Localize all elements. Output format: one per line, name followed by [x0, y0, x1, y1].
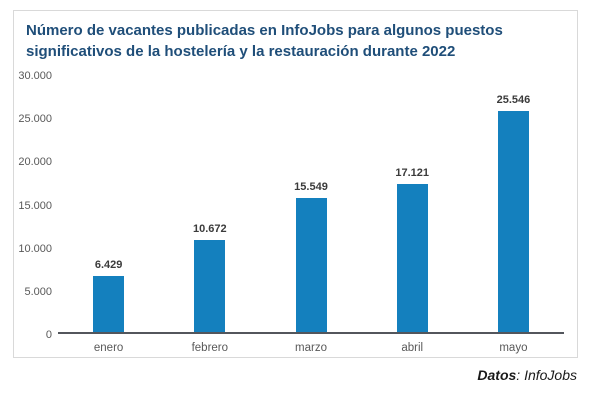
y-axis-tick-label: 30.000: [18, 70, 52, 82]
y-axis-tick-label: 5.000: [24, 285, 52, 298]
bar-value-label: 17.121: [395, 167, 430, 179]
bar-enero: [93, 276, 125, 332]
x-axis-category-label: febrero: [191, 342, 229, 354]
bar-group-mayo: 25.546: [463, 94, 564, 332]
bar-group-marzo: 15.549: [260, 181, 361, 332]
chart-title-line-2: significativos de la hostelería y la res…: [26, 43, 456, 60]
y-axis-tick-label: 10.000: [18, 242, 52, 255]
credit-source: : InfoJobs: [516, 367, 577, 383]
x-axis-category-label: enero: [93, 342, 124, 354]
y-axis-tick-label: 15.000: [18, 199, 52, 212]
bar-value-label: 10.672: [192, 223, 227, 235]
plot-area: 0 5.000 10.000 15.000 20.000 25.000 30.000 6.4…: [18, 70, 564, 341]
x-axis-category-label: marzo: [295, 342, 327, 354]
bar-value-label: 6.429: [94, 259, 123, 271]
bar-group-febrero: 10.672: [159, 223, 260, 332]
bar-febrero: [194, 240, 226, 332]
x-axis-labels: enero febrero marzo abril mayo: [58, 342, 564, 354]
bar-value-label: 25.546: [496, 94, 531, 106]
bar-mayo: [497, 111, 529, 332]
x-axis-category-label: mayo: [499, 342, 528, 354]
y-axis-tick-label: 20.000: [18, 156, 52, 169]
chart-card: Número de vacantes publicadas en InfoJob…: [13, 10, 578, 358]
credit-label: Datos: [477, 367, 517, 383]
y-axis-tick-label: 0: [45, 329, 52, 341]
bar-value-label: 15.549: [294, 181, 328, 193]
bars-row: 6.429 10.672 15.549 17.121 25.546: [58, 73, 564, 332]
chart-title-line-1: Número de vacantes publicadas en InfoJob…: [26, 22, 503, 39]
x-axis-category-label: abril: [401, 342, 424, 354]
bar-group-abril: 17.121: [362, 167, 463, 332]
bar-abril: [396, 184, 428, 332]
bar-marzo: [295, 198, 327, 332]
data-source-credit: Datos: InfoJobs: [477, 367, 577, 383]
bar-group-enero: 6.429: [58, 259, 159, 332]
y-axis-tick-label: 25.000: [18, 113, 52, 126]
y-axis: 0 5.000 10.000 15.000 20.000 25.000 30.000: [12, 70, 52, 341]
chart-title: Número de vacantes publicadas en InfoJob…: [26, 20, 546, 62]
